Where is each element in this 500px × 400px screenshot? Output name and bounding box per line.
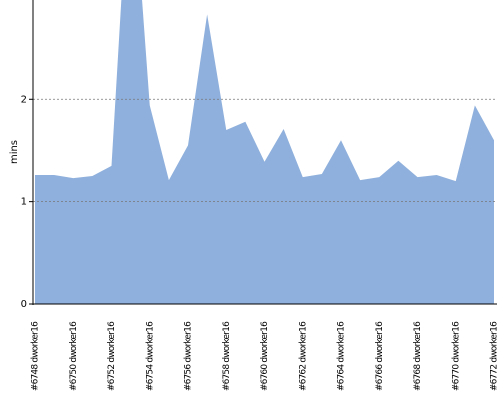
- x-tick-label: #6766 dworker16: [375, 321, 385, 391]
- x-tick-label: #6770 dworker16: [451, 321, 461, 391]
- y-tick-label: 1: [21, 197, 27, 208]
- y-axis-label: mins: [9, 140, 20, 164]
- plot-area: [35, 0, 494, 304]
- x-tick-label: #6772 dworker16: [490, 321, 500, 391]
- x-tick-label: #6758 dworker16: [222, 321, 232, 391]
- x-tick-label: #6760 dworker16: [260, 321, 270, 391]
- x-tick-label: #6768 dworker16: [413, 321, 423, 391]
- y-tick-label: 2: [21, 94, 27, 105]
- x-tick-label: #6754 dworker16: [145, 321, 155, 391]
- area: [35, 0, 494, 304]
- x-tick-label: #6762 dworker16: [298, 321, 308, 391]
- x-tick-label: #6756 dworker16: [184, 321, 194, 391]
- x-tick-label: #6750 dworker16: [69, 321, 79, 391]
- y-tick-label: 0: [21, 299, 27, 310]
- overlay: 0 1 2 #6748 dworker16 #6750 dworker16 #6752 d…: [21, 94, 500, 391]
- x-tick-label: #6764 dworker16: [337, 321, 347, 391]
- x-tick-label: #6748 dworker16: [31, 321, 41, 391]
- x-tick-label: #6752 dworker16: [107, 321, 117, 391]
